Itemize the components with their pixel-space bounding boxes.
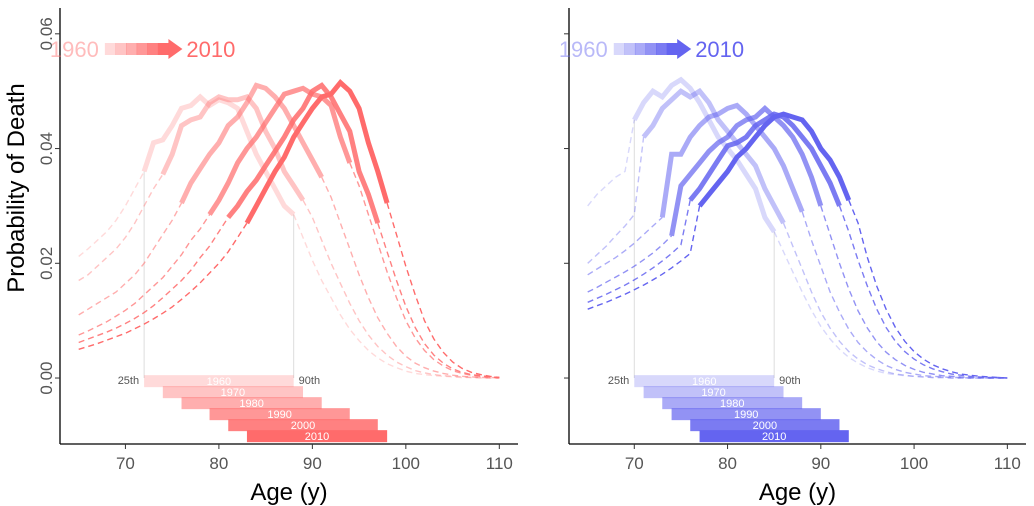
percentile-bar-2000 — [228, 419, 378, 432]
series-line-dashed-low-1970 — [587, 137, 645, 264]
series-line-dashed-low-1960 — [78, 171, 145, 257]
series-line-dashed-high-1980 — [321, 176, 500, 379]
series-line-dashed-high-2010 — [848, 199, 1008, 379]
arrow-segment — [126, 43, 138, 55]
series-line-dashed-low-1990 — [78, 214, 211, 336]
x-tick-label: 90 — [811, 454, 830, 473]
series-line-dashed-high-1990 — [349, 162, 500, 379]
x-tick-label: 110 — [486, 454, 513, 473]
series-line-dashed-high-2010 — [386, 202, 500, 379]
series-line-dashed-low-1980 — [78, 202, 183, 316]
series-line-2010 — [697, 111, 852, 208]
percentile-bar-1980 — [181, 397, 322, 410]
percentile-bar-label: 1990 — [267, 409, 291, 421]
series-line-dashed-high-2000 — [377, 222, 500, 379]
arrow-head-icon — [168, 39, 183, 59]
arrow-end-label: 2010 — [695, 37, 744, 62]
arrow-segment — [613, 43, 625, 55]
percentile-bar-1960 — [634, 375, 775, 388]
percentile-bar-label: 2000 — [291, 420, 315, 432]
arrow-end-label: 2010 — [186, 37, 235, 62]
percentile-bar-label: 2010 — [762, 431, 786, 443]
percentile-bar-label: 1990 — [734, 409, 758, 421]
series-line-2000 — [226, 82, 381, 224]
percentile-bar-label: 1970 — [221, 387, 245, 399]
series-line-dashed-high-1990 — [820, 205, 1008, 379]
y-tick-label: 0.00 — [37, 361, 56, 394]
series-line-dashed-low-1990 — [587, 235, 673, 293]
series-line-dashed-high-1970 — [782, 222, 1008, 379]
percentile-high-label: 90th — [779, 375, 800, 387]
x-tick-label: 80 — [718, 454, 737, 473]
arrow-segment — [624, 43, 636, 55]
series-line-1980 — [659, 102, 805, 218]
x-tick-label: 70 — [116, 454, 135, 473]
percentile-bar-1970 — [643, 386, 784, 399]
arrow-segment — [666, 43, 678, 55]
arrow-segment — [147, 43, 159, 55]
percentile-bar-label: 2010 — [305, 431, 329, 443]
series-line-dashed-low-2010 — [78, 222, 248, 350]
percentile-bar-2010 — [699, 430, 849, 443]
y-tick-label: 0.04 — [37, 132, 56, 165]
percentile-bar-1990 — [671, 408, 821, 421]
series-line-2000 — [688, 111, 842, 207]
series-line-dashed-high-1960 — [293, 214, 500, 379]
series-line-1970 — [641, 87, 786, 225]
series-line-2010 — [244, 78, 390, 225]
arrow-segment — [115, 43, 127, 55]
arrow-segment — [645, 43, 657, 55]
percentile-bar-1960 — [144, 375, 294, 388]
series-line-dashed-low-1980 — [587, 216, 663, 276]
x-tick-label: 90 — [303, 454, 322, 473]
series-line-dashed-high-2000 — [838, 205, 1008, 379]
percentile-bar-label: 1980 — [720, 398, 744, 410]
arrow-start-label: 1960 — [559, 37, 608, 62]
series-line-dashed-low-2000 — [78, 217, 229, 344]
x-tick-label: 110 — [994, 454, 1021, 473]
series-line-dashed-low-1960 — [587, 119, 635, 207]
y-axis-label: Probability of Death — [3, 83, 30, 292]
series-line-1990 — [207, 85, 353, 216]
percentile-high-label: 90th — [299, 375, 320, 387]
percentile-bar-label: 2000 — [753, 420, 777, 432]
x-tick-label: 100 — [900, 454, 928, 473]
percentile-bar-label: 1960 — [207, 376, 231, 388]
percentile-bar-label: 1960 — [692, 376, 716, 388]
percentile-bar-2010 — [246, 430, 388, 443]
y-tick-label: 0.02 — [37, 247, 56, 280]
arrow-segment — [157, 43, 169, 55]
percentile-bar-1990 — [209, 408, 350, 421]
arrow-segment — [656, 43, 668, 55]
percentile-bar-label: 1980 — [239, 398, 263, 410]
x-tick-label: 70 — [625, 454, 644, 473]
series-line-1990 — [669, 105, 824, 237]
series-line-dashed-high-1980 — [801, 211, 1008, 379]
y-tick-label: 0.06 — [37, 17, 56, 50]
percentile-bar-1980 — [662, 397, 803, 410]
percentile-bar-1970 — [162, 386, 304, 399]
series-line-dashed-low-1970 — [78, 174, 164, 282]
arrow-segment — [136, 43, 148, 55]
series-line-1970 — [160, 94, 306, 202]
series-line-dashed-high-1960 — [773, 231, 1008, 379]
series-line-1960 — [141, 93, 296, 217]
percentile-bar-2000 — [690, 419, 840, 432]
x-axis-label: Age (y) — [759, 479, 836, 506]
percentile-low-label: 25th — [118, 375, 139, 387]
arrow-segment — [634, 43, 646, 55]
arrow-head-icon — [677, 39, 692, 59]
arrow-start-label: 1960 — [50, 37, 99, 62]
x-axis-label: Age (y) — [250, 479, 327, 506]
percentile-low-label: 25th — [608, 375, 629, 387]
arrow-segment — [104, 43, 116, 55]
series-line-dashed-low-2010 — [587, 205, 701, 310]
series-line-1960 — [632, 76, 777, 234]
x-tick-label: 100 — [392, 454, 420, 473]
percentile-bar-label: 1970 — [701, 387, 725, 399]
x-tick-label: 80 — [209, 454, 228, 473]
